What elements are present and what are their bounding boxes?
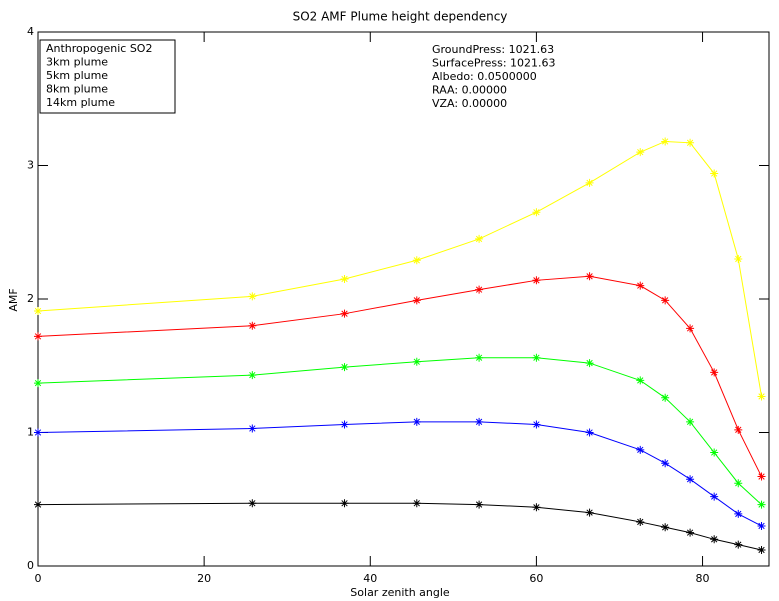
data-point [710,448,719,457]
data-point [340,363,349,372]
legend-entry: Anthropogenic SO2 [46,42,152,55]
data-point [532,503,541,512]
data-point [585,508,594,517]
annotation: RAA: 0.00000 [432,84,507,97]
data-point [340,420,349,429]
annotation: GroundPress: 1021.63 [432,43,554,56]
data-point [661,523,670,532]
data-point [532,353,541,362]
data-point [248,499,257,508]
data-point [636,376,645,385]
data-point [757,500,766,509]
data-point [475,353,484,362]
data-point [585,428,594,437]
data-point [412,256,421,265]
data-point [475,417,484,426]
chart-title: SO2 AMF Plume height dependency [293,10,508,24]
data-point [710,535,719,544]
legend-entry: 5km plume [46,69,108,82]
data-point [757,392,766,401]
data-point [734,479,743,488]
data-point [734,425,743,434]
data-point [636,445,645,454]
y-tick-label: 0 [27,559,34,572]
data-point [412,357,421,366]
data-point [412,499,421,508]
data-point [340,499,349,508]
data-point [686,475,695,484]
annotation: VZA: 0.00000 [432,97,507,110]
x-tick-label: 80 [696,572,710,585]
data-point [412,296,421,305]
x-tick-label: 0 [35,572,42,585]
data-point [661,393,670,402]
data-point [248,292,257,301]
data-point [34,307,42,316]
legend-entry: 8km plume [46,83,108,96]
data-point [532,276,541,285]
data-point [757,545,766,554]
y-tick-label: 4 [27,25,34,38]
data-point [532,420,541,429]
data-point [34,500,42,509]
x-tick-label: 60 [529,572,543,585]
data-point [532,208,541,217]
annotation: Albedo: 0.0500000 [432,70,537,83]
data-point [412,417,421,426]
y-tick-label: 1 [27,426,34,439]
x-tick-label: 20 [197,572,211,585]
data-point [475,285,484,294]
data-point [636,517,645,526]
data-point [636,281,645,290]
data-point [636,148,645,157]
data-point [585,272,594,281]
data-point [686,417,695,426]
data-point [34,332,42,341]
data-point [734,254,743,263]
x-axis-label: Solar zenith angle [350,586,450,599]
data-point [340,309,349,318]
legend-entry: 3km plume [46,56,108,69]
data-point [734,540,743,549]
data-point [34,379,42,388]
data-point [757,472,766,481]
data-point [34,428,42,437]
data-point [340,274,349,283]
y-axis-label: AMF [7,288,20,311]
data-point [248,371,257,380]
data-point [248,321,257,330]
y-tick-label: 2 [27,292,34,305]
data-point [248,424,257,433]
data-point [710,368,719,377]
data-point [686,138,695,147]
annotation: SurfacePress: 1021.63 [432,57,556,70]
data-point [757,521,766,530]
data-point [585,359,594,368]
data-point [475,500,484,509]
data-point [710,169,719,178]
x-tick-label: 40 [363,572,377,585]
data-point [475,234,484,243]
data-point [661,137,670,146]
legend-entry: 14km plume [46,96,115,109]
legend-box [39,39,176,114]
data-point [710,492,719,501]
data-point [734,509,743,518]
y-tick-label: 3 [27,159,34,172]
data-point [686,528,695,537]
data-point [585,178,594,187]
data-point [686,324,695,333]
data-point [661,459,670,468]
data-point [661,296,670,305]
